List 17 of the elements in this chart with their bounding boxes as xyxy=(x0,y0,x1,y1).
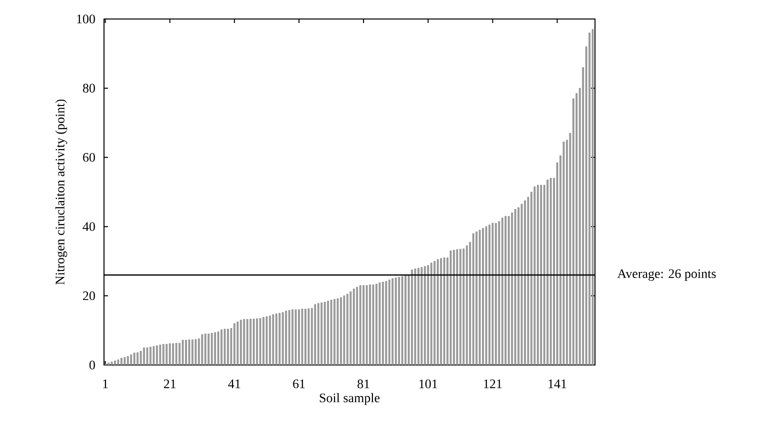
y-tick-label: 40 xyxy=(82,222,95,231)
x-tick-label: 101 xyxy=(420,380,438,388)
x-tick-label: 1 xyxy=(103,380,108,388)
x-tick-label: 41 xyxy=(228,380,240,388)
x-tick-label: 141 xyxy=(548,380,566,388)
y-tick-label: 100 xyxy=(77,14,95,24)
y-tick-label: 80 xyxy=(82,84,95,93)
x-tick-label: 121 xyxy=(484,380,502,388)
y-tick-label: 20 xyxy=(83,291,95,300)
x-tick-label: 61 xyxy=(293,380,305,388)
x-tick-label: 21 xyxy=(164,380,176,388)
x-tick-label: 81 xyxy=(358,380,370,388)
x-axis-title: Soil sample xyxy=(320,393,380,405)
y-axis-title: Nitrogen ciruclaiton activity (point) xyxy=(55,100,68,285)
y-tick-label: 60 xyxy=(83,153,95,162)
ref-line-label: Average: 26 points xyxy=(617,269,716,281)
y-tick-label: 0 xyxy=(89,360,95,370)
